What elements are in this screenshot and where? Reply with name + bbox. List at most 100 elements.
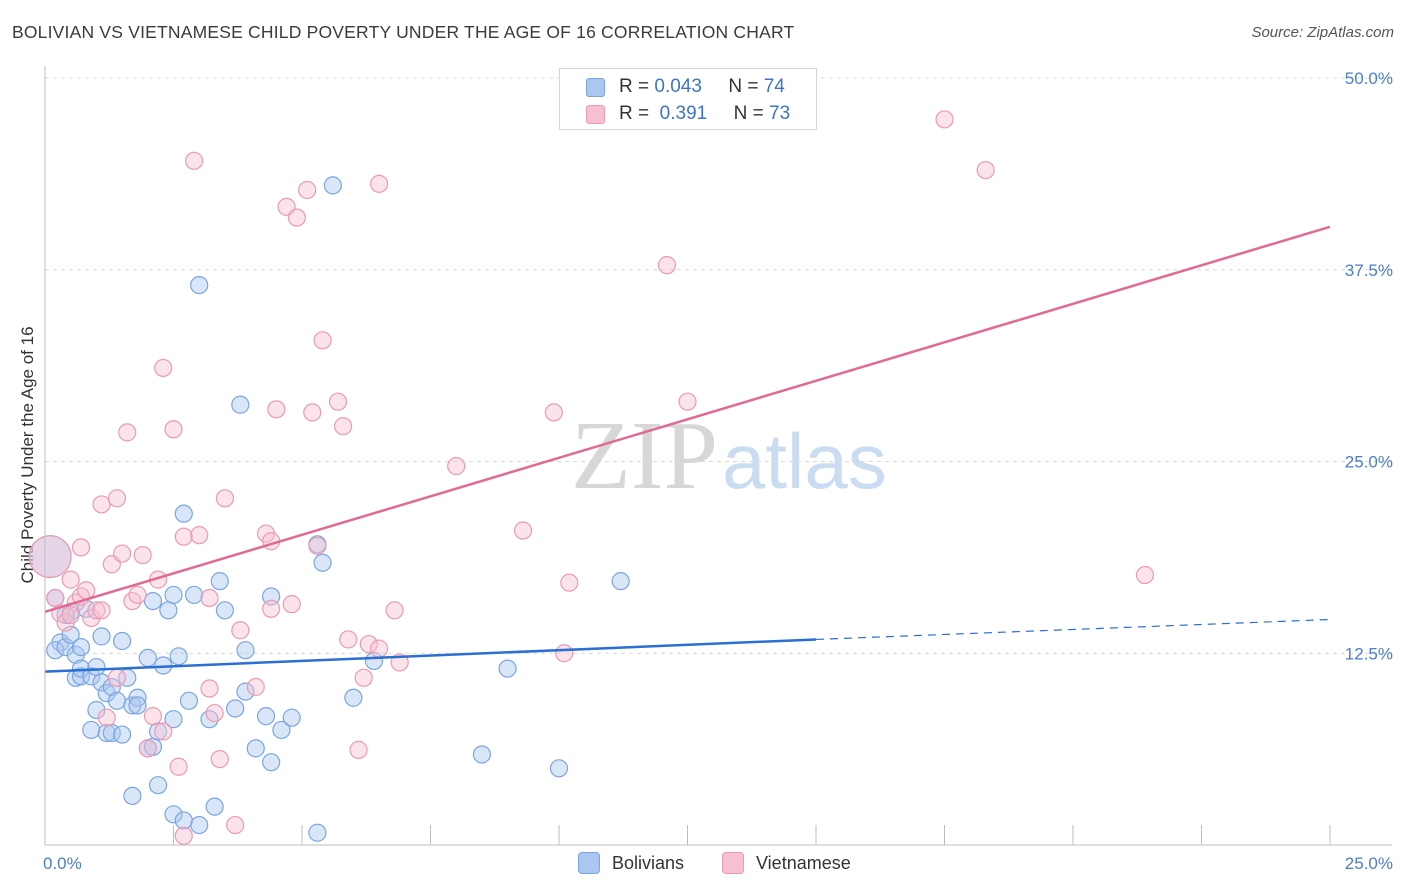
bolivian-point [179,691,199,710]
vietnamese-point [231,621,250,640]
vietnamese-point [77,581,96,600]
vietnamese-point [174,527,193,546]
vietnamese-point [190,526,209,545]
vietnamese-point [169,757,188,776]
vietnamese-point [513,521,533,540]
bolivian-point [148,776,168,795]
vietnamese-point [215,489,234,508]
vietnamese-point [370,639,389,658]
bolivian-point [190,275,209,295]
bolivian-point [472,745,491,764]
vietnamese-r-label: R = [619,103,650,124]
y-tick-label: 37.5% [1345,261,1393,280]
vietnamese-point [298,180,317,200]
x-tick-label: 0.0% [43,854,82,873]
bolivian-point [498,659,517,678]
bolivian-point [71,667,91,686]
bolivians-legend-label: Bolivians [612,853,685,873]
bolivian-point [128,696,147,715]
bolivian-point [231,395,250,414]
bolivians-r-label: R = [619,76,650,97]
vietnamese-point [560,573,579,592]
bolivian-point [210,572,229,591]
bolivian-point [226,699,245,718]
bolivian-point [92,627,111,646]
vietnamese-point [370,174,389,193]
bolivian-point [112,725,132,744]
vietnamese-point [354,668,373,687]
y-tick-label: 12.5% [1345,644,1393,663]
bolivians-trend-line [44,638,817,673]
watermark-atlas: atlas [722,417,887,505]
vietnamese-point [1135,565,1155,585]
vietnamese-point [118,423,137,442]
vietnamese-point [92,601,111,620]
vietnamese-point [112,544,132,563]
vietnamese-point [138,739,157,758]
bolivians-trend-extension [815,618,1331,641]
bolivian-point [87,700,106,720]
vietnamese-point [200,588,219,608]
bolivians-swatch [586,78,605,97]
bolivian-point [262,753,281,772]
y-tick-label: 25.0% [1345,453,1393,472]
vietnamese-point [154,358,173,378]
vietnamese-point [385,601,404,620]
vietnamese-point [308,536,327,555]
vietnamese-point [92,495,111,514]
bolivian-point [256,707,276,726]
bolivians-n-value: 74 [763,76,785,97]
bolivian-point [82,720,101,740]
vietnamese-point [174,826,193,845]
vietnamese-point [657,256,677,275]
bolivian-point [112,631,132,651]
bolivian-point [46,641,65,660]
bolivian-point [164,710,183,729]
vietnamese-point [447,457,466,476]
bolivian-point [102,677,121,697]
vietnamese-point [107,668,127,687]
bolivian-point [236,641,255,660]
bolivian-point [107,691,127,710]
vietnamese-point [61,570,80,589]
vietnamese-point [87,601,106,620]
vietnamese-point [678,392,697,411]
bolivian-point [246,739,265,758]
vietnamese-point [61,605,80,625]
bolivian-point [143,591,163,611]
y-tick-label: 50.0% [1345,69,1393,88]
vietnamese-point [359,634,378,654]
vietnamese-point [349,740,368,759]
vietnamese-n-label: N = [733,103,764,124]
bolivian-point [344,688,363,707]
vietnamese-point [205,703,224,723]
vietnamese-point [976,160,995,180]
vietnamese-point [200,679,219,698]
bolivian-point [128,688,147,707]
data-points [28,110,1155,845]
vietnamese-point [544,403,563,422]
tick-labels: 12.5% 25.0% 37.5% 50.0% 0.0% 25.0% [43,69,1393,873]
bolivian-point [272,720,291,740]
vietnamese-point [555,644,574,663]
bolivian-point [611,572,630,591]
bolivian-point [323,176,342,195]
gridlines [45,77,1392,654]
bolivians-n-label: N = [728,76,759,97]
bolivian-point [159,601,178,620]
trend-lines [44,225,1331,673]
axes [44,66,1392,846]
bolivian-point [164,585,183,605]
vietnamese-point [46,588,65,608]
bolivian-point [123,786,142,806]
vietnamese-point [262,599,281,618]
x-tick-label: 25.0% [1345,854,1393,873]
vietnamese-point [184,151,204,170]
bolivian-point [174,504,193,523]
vietnamese-point [143,707,163,726]
vietnamese-point [28,535,72,579]
vietnamese-point [935,110,954,129]
watermark-zip: ZIP [571,402,718,510]
bolivian-point [313,553,332,572]
